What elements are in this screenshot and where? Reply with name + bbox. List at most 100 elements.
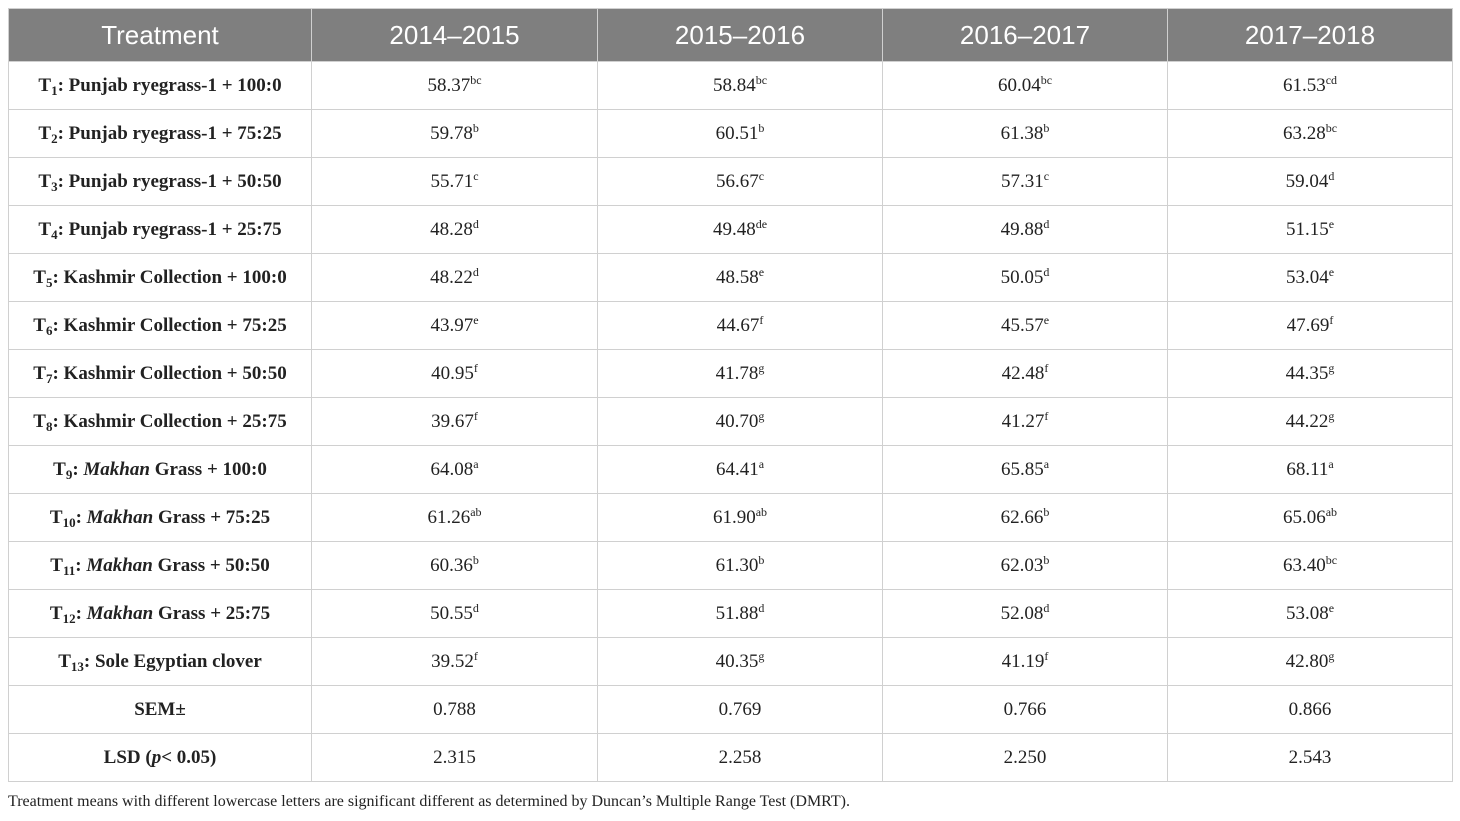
value-cell: 58.37bc bbox=[311, 61, 598, 110]
significance-letters: f bbox=[473, 648, 478, 663]
treatment-post: : Kashmir Collection + 75:25 bbox=[52, 314, 287, 336]
table-row: T13: Sole Egyptian clover 39.52f 40.35g 41.… bbox=[8, 637, 1453, 686]
significance-letters: d bbox=[472, 600, 479, 615]
treatment-post: : Kashmir Collection + 25:75 bbox=[52, 410, 287, 432]
significance-letters: d bbox=[1043, 216, 1050, 231]
value-cell: 48.58e bbox=[597, 253, 883, 302]
cell-value: 43.97 bbox=[430, 314, 474, 336]
value-cell: 51.88d bbox=[597, 589, 883, 638]
table-body: T1: Punjab ryegrass-1 + 100:0 58.37bc 58.8… bbox=[8, 61, 1453, 782]
treatment-code: T bbox=[50, 554, 63, 576]
cell-value: 42.48 bbox=[1001, 362, 1045, 384]
value-cell: 44.67f bbox=[597, 301, 883, 350]
value-cell: 57.31c bbox=[882, 157, 1168, 206]
value-cell: 61.38b bbox=[882, 109, 1168, 158]
significance-letters: e bbox=[1328, 216, 1335, 231]
treatment-post: Grass + 50:50 bbox=[152, 554, 270, 576]
value-cell: 0.788 bbox=[311, 685, 598, 734]
treatment-post: Grass + 25:75 bbox=[153, 602, 271, 624]
cell-value: 63.40 bbox=[1282, 554, 1326, 576]
value-cell: 59.78b bbox=[311, 109, 598, 158]
cell-value: 61.53 bbox=[1282, 74, 1326, 96]
treatment-cell: LSD (p< 0.05) bbox=[8, 733, 312, 782]
significance-letters: f bbox=[1044, 408, 1049, 423]
table-row: T3: Punjab ryegrass-1 + 50:50 55.71c 56.67… bbox=[8, 157, 1453, 206]
value-cell: 50.05d bbox=[882, 253, 1168, 302]
table-row: T6: Kashmir Collection + 75:25 43.97 e 44.6… bbox=[8, 301, 1453, 350]
value-cell: 58.84bc bbox=[597, 61, 883, 110]
treatment-post: SEM± bbox=[134, 698, 186, 720]
value-cell: 45.57e bbox=[882, 301, 1168, 350]
cell-value: 59.78 bbox=[430, 122, 473, 144]
significance-letters: de bbox=[755, 216, 768, 231]
treatment-italic: Makhan bbox=[86, 506, 154, 528]
treatment-sub: 11 bbox=[62, 562, 76, 578]
cell-value: 64.41 bbox=[715, 458, 759, 480]
significance-letters: ab bbox=[1325, 504, 1338, 519]
cell-value: 0.866 bbox=[1288, 698, 1332, 720]
value-cell: 2.315 bbox=[311, 733, 598, 782]
value-cell: 61.30b bbox=[597, 541, 883, 590]
value-cell: 0.766 bbox=[882, 685, 1168, 734]
significance-letters: a bbox=[1043, 456, 1050, 471]
significance-letters: b bbox=[1043, 504, 1050, 519]
significance-letters: b bbox=[758, 552, 765, 567]
significance-letters: f bbox=[759, 312, 764, 327]
treatment-code: T bbox=[33, 266, 46, 288]
cell-value: 58.84 bbox=[712, 74, 756, 96]
value-cell: 64.41a bbox=[597, 445, 883, 494]
value-cell: 53.04e bbox=[1167, 253, 1453, 302]
cell-value: 40.95 bbox=[431, 362, 474, 384]
cell-value: 65.85 bbox=[1000, 458, 1044, 480]
treatment-code: T bbox=[38, 122, 52, 144]
cell-value: 48.58 bbox=[715, 266, 759, 288]
treatment-cell: T2: Punjab ryegrass-1 + 75:25 bbox=[8, 109, 312, 158]
value-cell: 59.04d bbox=[1167, 157, 1453, 206]
cell-value: 44.67 bbox=[716, 314, 760, 336]
header-cell: 2014–2015 bbox=[311, 8, 598, 62]
treatment-post: : Punjab ryegrass-1 + 50:50 bbox=[57, 170, 282, 192]
header-cell: 2015–2016 bbox=[597, 8, 883, 62]
treatment-post: : Punjab ryegrass-1 + 100:0 bbox=[57, 74, 282, 96]
treatment-code: T bbox=[33, 410, 46, 432]
significance-letters: e bbox=[1043, 312, 1050, 327]
significance-letters: bc bbox=[755, 72, 768, 87]
treatment-sub: 1 bbox=[51, 82, 58, 98]
significance-letters: f bbox=[1044, 648, 1049, 663]
treatment-cell: T6: Kashmir Collection + 75:25 bbox=[8, 301, 312, 350]
cell-value: 53.04 bbox=[1285, 266, 1329, 288]
footnote: Treatment means with different lowercase… bbox=[8, 793, 850, 810]
cell-value: 57.31 bbox=[1000, 170, 1044, 192]
cell-value: 61.90 bbox=[712, 506, 756, 528]
cell-value: 62.03 bbox=[1000, 554, 1044, 576]
significance-letters: f bbox=[473, 408, 478, 423]
value-cell: 50.55d bbox=[311, 589, 598, 638]
value-cell: 60.51b bbox=[597, 109, 883, 158]
treatment-post: Grass + 75:25 bbox=[153, 506, 271, 528]
significance-letters: d bbox=[472, 216, 479, 231]
significance-letters: b bbox=[1043, 552, 1050, 567]
treatment-post: < 0.05) bbox=[161, 746, 217, 768]
cell-value: 47.69 bbox=[1286, 314, 1330, 336]
significance-letters: a bbox=[473, 456, 479, 471]
cell-value: 60.36 bbox=[430, 554, 473, 576]
cell-value: 61.38 bbox=[1000, 122, 1044, 144]
treatment-pre: LSD ( bbox=[103, 746, 152, 768]
cell-value: 48.22 bbox=[430, 266, 473, 288]
table-row: SEM± 0.788 0.769 0.766 0.866 bbox=[8, 685, 1453, 734]
value-cell: 65.06ab bbox=[1167, 493, 1453, 542]
cell-value: 2.250 bbox=[1003, 746, 1047, 768]
treatment-cell: T5: Kashmir Collection + 100:0 bbox=[8, 253, 312, 302]
table-row: T7: Kashmir Collection + 50:50 40.95f 41.7… bbox=[8, 349, 1453, 398]
treatment-sub: 8 bbox=[45, 418, 53, 434]
value-cell: 0.769 bbox=[597, 685, 883, 734]
significance-letters: a bbox=[758, 456, 765, 471]
treatment-sub: 13 bbox=[70, 658, 84, 674]
value-cell: 56.67c bbox=[597, 157, 883, 206]
treatment-cell: T12: Makhan Grass + 25:75 bbox=[8, 589, 312, 638]
value-cell: 39.52f bbox=[311, 637, 598, 686]
treatment-cell: T9: Makhan Grass + 100:0 bbox=[8, 445, 312, 494]
treatment-cell: T1: Punjab ryegrass-1 + 100:0 bbox=[8, 61, 312, 110]
cell-value: 49.88 bbox=[1000, 218, 1044, 240]
value-cell: 64.08a bbox=[311, 445, 598, 494]
